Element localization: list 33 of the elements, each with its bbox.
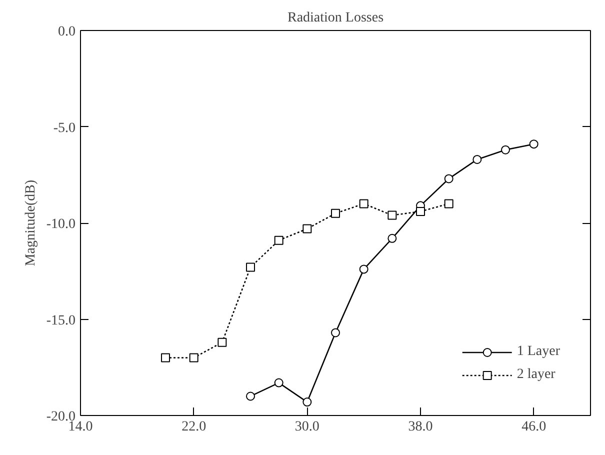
point [416, 206, 425, 216]
point [444, 199, 454, 208]
point [331, 328, 340, 338]
x-tick-label: 30.0 [294, 420, 320, 434]
point [444, 174, 454, 184]
point [274, 378, 284, 388]
y-tick-label: -5.0 [53, 120, 76, 136]
y-tick-label: 0.0 [58, 24, 76, 40]
point [501, 145, 510, 154]
point [302, 224, 312, 234]
point [529, 140, 538, 149]
y-tick-label: -15.0 [46, 313, 76, 328]
point [161, 353, 170, 362]
point [472, 154, 482, 164]
point [246, 262, 255, 272]
y-tick-label: -10.0 [46, 217, 76, 232]
point [189, 353, 198, 362]
point [388, 210, 397, 220]
x-tick-label: 46.0 [522, 420, 546, 434]
y-axis-title: Magnitude(dB) [23, 180, 38, 266]
point [302, 398, 312, 407]
point [274, 236, 284, 245]
point [331, 208, 340, 218]
point [388, 234, 397, 243]
x-tick-label: 22.0 [182, 420, 206, 434]
legend-label: 2 layer [516, 367, 556, 383]
legend-label: 1 Layer [516, 344, 560, 360]
chart-title: Radiation Losses [287, 10, 384, 26]
point [359, 264, 368, 274]
point [359, 199, 368, 208]
x-tick-label: 38.0 [408, 420, 433, 434]
point [218, 338, 227, 347]
point [246, 392, 255, 401]
